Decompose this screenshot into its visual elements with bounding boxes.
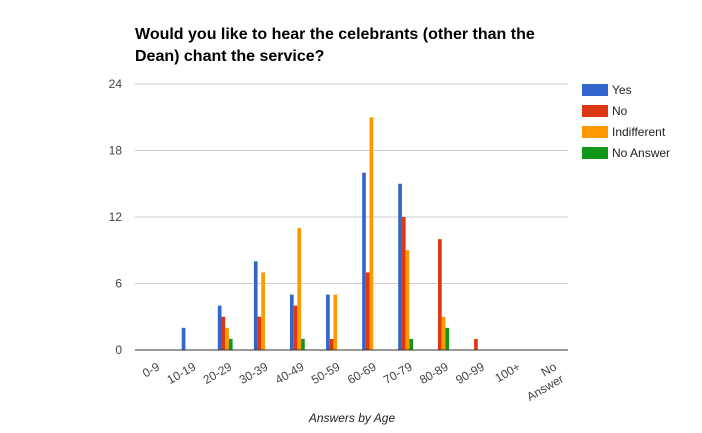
y-axis-ticks: 0 6 12 18 24 bbox=[109, 77, 123, 357]
bar bbox=[445, 327, 450, 350]
bar bbox=[217, 305, 222, 350]
legend-label: No bbox=[612, 104, 628, 118]
y-tick-label: 24 bbox=[109, 77, 123, 91]
bar bbox=[401, 217, 406, 350]
bar bbox=[225, 327, 229, 350]
bar bbox=[326, 294, 330, 350]
bar bbox=[329, 338, 334, 350]
legend-label: Yes bbox=[612, 83, 632, 97]
bar bbox=[362, 172, 366, 350]
gridlines bbox=[135, 83, 568, 284]
legend-label: Indifferent bbox=[612, 125, 666, 139]
bar bbox=[289, 294, 294, 350]
bar bbox=[405, 250, 410, 350]
legend-swatch bbox=[582, 126, 608, 138]
bar bbox=[221, 316, 226, 350]
bar bbox=[228, 338, 233, 350]
bar bbox=[438, 239, 442, 350]
bar bbox=[297, 228, 302, 350]
bar bbox=[333, 294, 338, 350]
bar bbox=[181, 327, 186, 350]
legend-label: No Answer bbox=[612, 146, 670, 160]
legend-swatch bbox=[582, 147, 608, 159]
chart-title-line-2: Dean) chant the service? bbox=[135, 48, 324, 65]
bar bbox=[253, 261, 258, 350]
legend: Yes No Indifferent No Answer bbox=[582, 83, 670, 160]
bar bbox=[293, 305, 298, 350]
x-axis-label: Answers by Age bbox=[308, 411, 396, 425]
bar bbox=[369, 117, 374, 350]
bars bbox=[181, 117, 478, 350]
y-tick-label: 6 bbox=[115, 277, 122, 291]
bar bbox=[365, 272, 370, 350]
bar bbox=[474, 338, 478, 350]
y-tick-label: 18 bbox=[109, 144, 123, 158]
y-tick-label: 0 bbox=[115, 343, 122, 357]
bar bbox=[301, 338, 305, 350]
bar bbox=[398, 183, 402, 350]
legend-swatch bbox=[582, 105, 608, 117]
bar bbox=[261, 272, 265, 350]
y-tick-label: 12 bbox=[109, 210, 123, 224]
bar bbox=[441, 316, 446, 350]
bar bbox=[257, 316, 262, 350]
chart-title-line-1: Would you like to hear the celebrants (o… bbox=[135, 26, 535, 43]
legend-swatch bbox=[582, 84, 608, 96]
bar bbox=[409, 338, 414, 350]
